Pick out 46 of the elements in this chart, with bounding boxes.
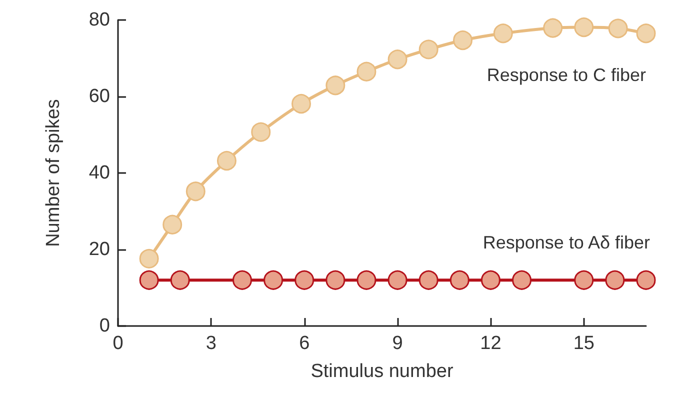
point [450, 270, 470, 290]
point [608, 18, 628, 38]
point [543, 18, 563, 38]
x-tick-label: 3 [206, 333, 216, 354]
point [388, 270, 408, 290]
point [326, 76, 346, 96]
point [162, 214, 182, 234]
y-tick-label: 20 [88, 239, 110, 260]
point [512, 270, 532, 290]
point [480, 270, 500, 290]
point [636, 270, 656, 290]
point [418, 40, 438, 60]
point [186, 182, 206, 202]
point [232, 270, 252, 290]
point [605, 270, 625, 290]
point [251, 122, 271, 142]
point [170, 270, 190, 290]
point [326, 270, 346, 290]
point [418, 270, 438, 290]
point [453, 30, 473, 50]
y-tick-label: 40 [88, 162, 110, 184]
point [356, 62, 376, 82]
series-label: Response to C fiber [486, 65, 646, 86]
point [264, 270, 284, 290]
y-axis-title: Number of spikes [43, 99, 64, 247]
y-tick-label: 80 [88, 10, 110, 30]
x-tick-label: 6 [299, 333, 310, 354]
point [574, 18, 594, 38]
point [216, 151, 236, 171]
point [139, 270, 159, 290]
point [292, 94, 311, 114]
point [294, 270, 314, 290]
point [356, 270, 376, 290]
x-tick-label: 0 [112, 333, 124, 354]
x-tick-label: 15 [573, 333, 594, 354]
point [574, 270, 594, 290]
x-axis-title: Stimulus number [310, 361, 454, 382]
y-tick-label: 60 [88, 86, 110, 107]
y-tick-label: 0 [99, 316, 110, 336]
x-tick-label: 9 [392, 333, 403, 354]
point [388, 50, 408, 70]
x-tick-label: 12 [480, 333, 502, 354]
point [493, 24, 513, 44]
point [636, 24, 656, 44]
series-label: Response to Aδ fiber [482, 232, 650, 252]
point [139, 248, 159, 268]
